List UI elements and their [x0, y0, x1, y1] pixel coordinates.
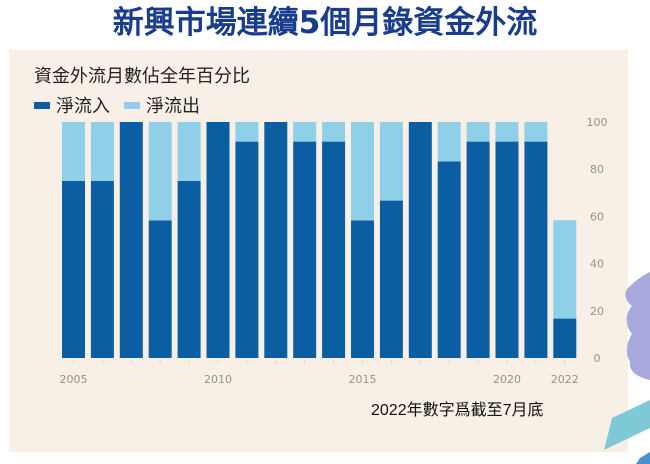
- bar-outflow: [495, 122, 519, 142]
- decorative-corner-shape: [636, 452, 650, 464]
- bar-inflow: [408, 122, 432, 358]
- bar-inflow: [553, 318, 577, 358]
- y-tick-label: 80: [590, 163, 604, 176]
- bar-inflow: [119, 122, 143, 358]
- x-tick-label: 2020: [493, 373, 521, 386]
- decorative-wing-shape: [625, 272, 650, 380]
- y-tick-label: 60: [590, 210, 604, 223]
- legend-label-inflow: 淨流入: [56, 96, 110, 117]
- page-title: 新興市場連續5個月錄資金外流: [112, 5, 538, 41]
- bar-inflow: [293, 141, 317, 358]
- bar-inflow: [235, 141, 259, 358]
- y-tick-label: 20: [590, 305, 604, 318]
- bar-outflow: [351, 122, 374, 221]
- bar-outflow: [177, 122, 201, 181]
- bar-inflow: [437, 161, 461, 358]
- bar-inflow: [62, 181, 85, 358]
- bar-inflow: [148, 220, 172, 358]
- bar-outflow: [379, 122, 403, 201]
- bar-inflow: [466, 141, 490, 358]
- bar-outflow: [293, 122, 317, 142]
- bar-outflow: [90, 122, 114, 181]
- chart-legend: 淨流入 淨流出: [34, 92, 214, 118]
- bar-outflow: [235, 122, 259, 142]
- bar-outflow: [553, 220, 577, 319]
- bar-inflow: [206, 122, 230, 358]
- legend-swatch-inflow: [34, 101, 50, 109]
- bar-inflow: [379, 200, 403, 358]
- legend-item-inflow: 淨流入: [34, 92, 110, 118]
- x-tick-label: 2022: [551, 373, 579, 386]
- bar-outflow: [148, 122, 172, 221]
- legend-item-outflow: 淨流出: [124, 92, 200, 118]
- bar-outflow: [466, 122, 490, 142]
- chart-note: 2022年數字爲截至7月底: [371, 402, 544, 419]
- x-tick-label: 2005: [60, 373, 88, 386]
- x-tick-label: 2015: [349, 373, 377, 386]
- y-tick-label: 0: [594, 352, 601, 365]
- x-tick-label: 2010: [204, 373, 232, 386]
- bar-inflow: [322, 141, 346, 358]
- bar-inflow: [90, 181, 114, 358]
- legend-label-outflow: 淨流出: [146, 96, 200, 117]
- bar-outflow: [524, 122, 548, 142]
- bar-inflow: [351, 220, 374, 358]
- y-tick-label: 100: [587, 116, 608, 129]
- bar-outflow: [322, 122, 346, 142]
- bar-inflow: [177, 181, 201, 358]
- bar-outflow: [437, 122, 461, 162]
- bar-inflow: [495, 141, 519, 358]
- bar-inflow: [524, 141, 548, 358]
- legend-swatch-outflow: [124, 101, 140, 109]
- bar-inflow: [264, 122, 288, 358]
- chart-title: 資金外流月數佔全年百分比: [34, 66, 250, 87]
- y-tick-label: 40: [590, 258, 604, 271]
- bar-outflow: [62, 122, 85, 181]
- decorative-plate-shape: [604, 400, 650, 450]
